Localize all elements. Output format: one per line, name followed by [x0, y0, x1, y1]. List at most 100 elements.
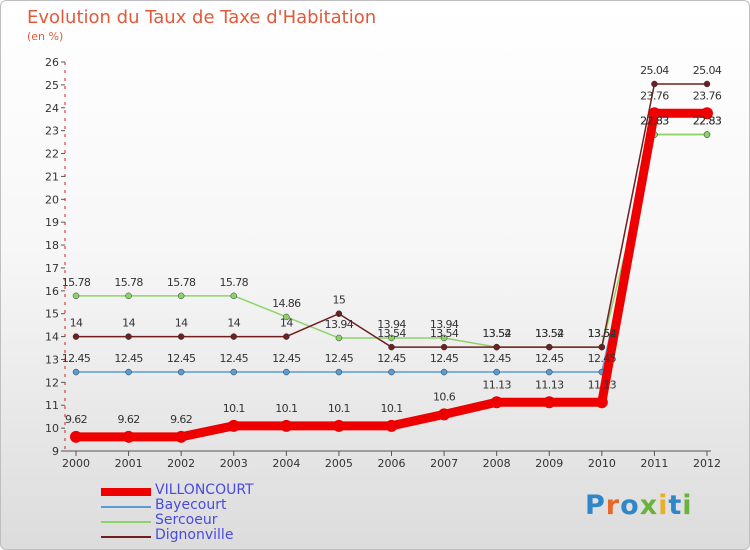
data-label: 13.52 [588, 327, 617, 340]
data-label: 14.86 [272, 297, 301, 310]
data-label: 14 [122, 317, 135, 330]
data-point [703, 80, 711, 88]
data-point [335, 310, 343, 317]
x-tick-label: 2008 [483, 457, 511, 470]
series-line [75, 133, 708, 348]
data-label: 12.45 [377, 352, 406, 365]
data-point [493, 368, 500, 376]
x-tick-label: 2007 [430, 457, 458, 470]
data-label: 12.45 [114, 352, 143, 365]
x-tick-label: 2005 [325, 457, 353, 470]
y-tick-label: 15 [45, 308, 59, 321]
data-point [177, 333, 185, 340]
y-tick-label: 12 [45, 376, 59, 389]
y-tick-label: 26 [45, 56, 59, 69]
data-point [332, 419, 345, 432]
y-tick-label: 11 [45, 399, 59, 412]
data-point [440, 343, 448, 351]
data-point [493, 343, 500, 351]
data-point [177, 292, 185, 300]
data-point [648, 107, 661, 120]
y-tick-label: 9 [52, 445, 59, 458]
data-label: 13.54 [377, 327, 406, 340]
x-tick-label: 2009 [535, 457, 563, 470]
data-point [598, 343, 606, 351]
data-point [72, 292, 80, 300]
data-point [125, 368, 132, 376]
data-point [388, 343, 395, 351]
chart-unit: (en %) [27, 30, 64, 43]
data-label: 15.78 [114, 276, 143, 289]
data-label: 9.62 [118, 413, 140, 426]
data-point [125, 333, 132, 340]
data-label: 14 [70, 317, 83, 330]
x-tick-label: 2004 [272, 457, 300, 470]
data-label: 23.76 [640, 89, 669, 102]
data-label: 11.13 [588, 378, 617, 391]
data-label: 22.83 [640, 115, 669, 128]
data-point [388, 368, 395, 376]
y-tick-label: 21 [45, 170, 59, 183]
legend-swatch [101, 536, 151, 538]
data-label: 15 [333, 294, 346, 307]
legend-label: VILLONCOURT [155, 482, 254, 498]
y-tick-label: 23 [45, 125, 59, 138]
data-label: 13.54 [430, 327, 459, 340]
data-label: 13.54 [482, 327, 511, 340]
data-point [280, 419, 293, 432]
data-label: 10.1 [223, 402, 245, 415]
data-label: 15.78 [220, 276, 249, 289]
y-tick-label: 22 [45, 148, 59, 161]
data-label: 22.83 [693, 115, 722, 128]
data-label: 11.13 [535, 378, 564, 391]
data-label: 14 [227, 317, 240, 330]
data-point [385, 419, 398, 432]
x-tick-label: 2011 [640, 457, 668, 470]
brand-logo: Proxiti [585, 490, 693, 521]
data-point [230, 292, 237, 300]
data-label: 23.76 [693, 89, 722, 102]
y-tick-label: 20 [45, 193, 59, 206]
data-point [283, 333, 290, 340]
legend-swatch [101, 488, 151, 496]
data-point [125, 292, 132, 300]
data-point [175, 430, 188, 443]
y-tick-label: 17 [45, 262, 59, 275]
x-tick-label: 2006 [378, 457, 406, 470]
x-tick-label: 2003 [220, 457, 248, 470]
data-label: 25.04 [640, 64, 669, 77]
data-label: 13.54 [535, 327, 564, 340]
data-label: 13.94 [325, 318, 354, 331]
y-tick-label: 13 [45, 353, 59, 366]
data-label: 12.45 [430, 352, 459, 365]
data-point [122, 430, 135, 443]
data-label: 12.45 [482, 352, 511, 365]
data-label: 14 [280, 317, 293, 330]
y-tick-label: 19 [45, 216, 59, 229]
data-label: 9.62 [170, 413, 192, 426]
data-label: 13.52 [535, 327, 564, 340]
data-point [230, 333, 237, 340]
y-tick-label: 16 [45, 285, 59, 298]
data-label: 13.52 [482, 327, 511, 340]
data-point [335, 334, 343, 342]
data-point [546, 368, 553, 376]
data-point [543, 396, 556, 409]
data-label: 12.45 [272, 352, 301, 365]
data-label: 15.78 [167, 276, 196, 289]
data-label: 11.13 [482, 378, 511, 391]
data-point [440, 334, 448, 342]
x-tick-label: 2000 [62, 457, 90, 470]
data-point [227, 419, 240, 432]
y-tick-label: 24 [45, 102, 59, 115]
data-label: 9.62 [65, 413, 87, 426]
y-tick-label: 18 [45, 239, 59, 252]
data-point [701, 107, 713, 120]
data-point [70, 430, 82, 443]
data-point [388, 334, 395, 342]
legend-swatch [101, 506, 151, 508]
x-tick-label: 2002 [167, 457, 195, 470]
data-label: 12.45 [220, 352, 249, 365]
